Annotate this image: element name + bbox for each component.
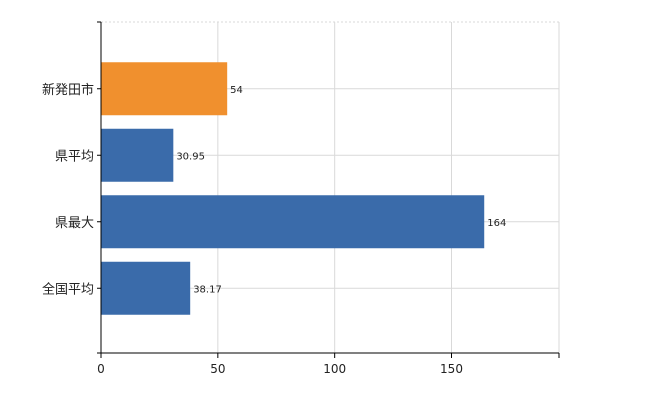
bar-2 xyxy=(101,128,174,182)
category-label: 新発田市 xyxy=(42,82,94,98)
bars xyxy=(101,62,485,315)
axes xyxy=(97,21,560,358)
data-label: 38.17 xyxy=(193,284,222,295)
x-tick-label: 150 xyxy=(440,362,463,376)
data-label: 30.95 xyxy=(176,151,205,162)
bar-3 xyxy=(101,195,485,249)
category-label: 県平均 xyxy=(55,149,94,164)
x-tick-label: 100 xyxy=(323,362,346,376)
bar-4 xyxy=(101,261,191,315)
x-tick-label: 50 xyxy=(210,362,225,376)
data-label: 164 xyxy=(487,218,506,229)
labels: 54 新発田市 30.95 県平均 164 県最大 38.17 全国平均 0 50 100 150 xyxy=(42,82,506,376)
data-label: 54 xyxy=(230,85,243,96)
category-label: 全国平均 xyxy=(42,281,94,297)
bar-1 xyxy=(101,62,228,116)
x-tick-label: 0 xyxy=(97,362,105,376)
category-label: 県最大 xyxy=(55,216,94,231)
